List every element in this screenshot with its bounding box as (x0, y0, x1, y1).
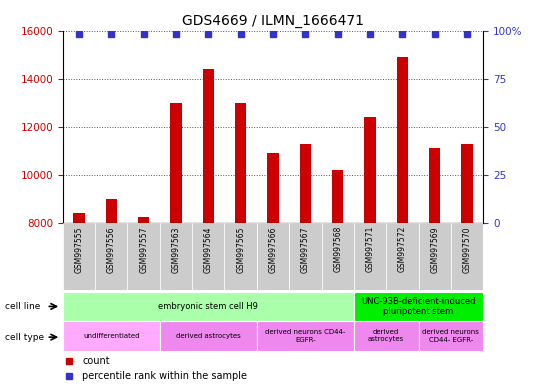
Bar (419, 321, 483, 351)
Bar (160, 321, 257, 351)
Bar (203, 69, 214, 223)
Text: GSM997571: GSM997571 (365, 226, 375, 273)
Bar (63, 321, 160, 351)
Bar (63, 292, 354, 321)
Bar (429, 148, 441, 223)
Bar (160, 223, 192, 290)
Text: GSM997556: GSM997556 (107, 226, 116, 273)
Bar (235, 103, 246, 223)
Bar (63, 223, 95, 290)
Text: GSM997565: GSM997565 (236, 226, 245, 273)
Text: GSM997572: GSM997572 (398, 226, 407, 273)
Bar (224, 223, 257, 290)
Text: GSM997564: GSM997564 (204, 226, 213, 273)
Text: GSM997566: GSM997566 (269, 226, 277, 273)
Text: UNC-93B-deficient-induced
pluripotent stem: UNC-93B-deficient-induced pluripotent st… (361, 296, 476, 316)
Text: GSM997557: GSM997557 (139, 226, 148, 273)
Bar (354, 321, 419, 351)
Text: derived neurons CD44-
EGFR-: derived neurons CD44- EGFR- (265, 329, 346, 343)
Text: GSM997569: GSM997569 (430, 226, 439, 273)
Text: cell line: cell line (5, 302, 41, 311)
Bar (95, 223, 127, 290)
Text: undifferentiated: undifferentiated (83, 333, 140, 339)
Bar (354, 292, 483, 321)
Title: GDS4669 / ILMN_1666471: GDS4669 / ILMN_1666471 (182, 14, 364, 28)
Text: derived
astrocytes: derived astrocytes (368, 329, 405, 343)
Bar (461, 144, 473, 223)
Bar (397, 57, 408, 223)
Bar (289, 223, 322, 290)
Bar (192, 223, 224, 290)
Text: cell type: cell type (5, 333, 45, 342)
Text: GSM997570: GSM997570 (462, 226, 472, 273)
Bar (127, 223, 160, 290)
Bar (364, 117, 376, 223)
Bar (300, 144, 311, 223)
Bar (257, 321, 354, 351)
Bar (268, 153, 278, 223)
Bar (105, 199, 117, 223)
Text: derived neurons
CD44- EGFR-: derived neurons CD44- EGFR- (423, 329, 479, 343)
Text: count: count (82, 356, 110, 366)
Text: embryonic stem cell H9: embryonic stem cell H9 (158, 302, 258, 311)
Text: GSM997555: GSM997555 (74, 226, 84, 273)
Bar (170, 103, 182, 223)
Bar (354, 223, 386, 290)
Bar (332, 170, 343, 223)
Bar (73, 213, 85, 223)
Text: GSM997568: GSM997568 (333, 226, 342, 273)
Bar (419, 223, 451, 290)
Bar (257, 223, 289, 290)
Text: GSM997567: GSM997567 (301, 226, 310, 273)
Bar (386, 223, 419, 290)
Bar (138, 217, 149, 223)
Text: GSM997563: GSM997563 (171, 226, 181, 273)
Bar (451, 223, 483, 290)
Text: percentile rank within the sample: percentile rank within the sample (82, 371, 247, 381)
Text: derived astrocytes: derived astrocytes (176, 333, 241, 339)
Bar (322, 223, 354, 290)
